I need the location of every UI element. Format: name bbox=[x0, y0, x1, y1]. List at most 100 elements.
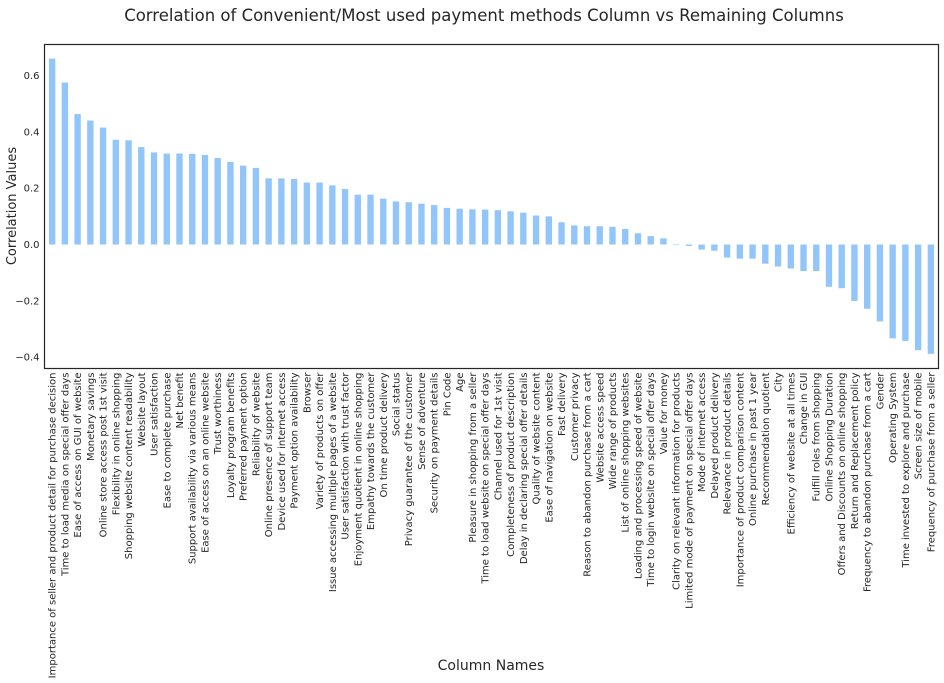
bar bbox=[99, 127, 107, 245]
bar bbox=[252, 167, 260, 245]
x-tick-label: Pin Code bbox=[442, 373, 453, 417]
x-tick-label: Delay in declaring special offer details bbox=[519, 373, 530, 565]
bar bbox=[851, 244, 858, 301]
y-tick-label: 0.6 bbox=[24, 71, 40, 82]
y-tick-label: −0.2 bbox=[15, 296, 39, 307]
x-tick-label: Gender bbox=[875, 372, 886, 410]
bar bbox=[443, 207, 451, 245]
x-tick-label: Issue accessing multiple pages of a webs… bbox=[328, 373, 339, 593]
bar bbox=[545, 216, 552, 245]
x-tick-label: Ease of access on an online website bbox=[200, 373, 211, 553]
bar bbox=[914, 244, 922, 351]
bar bbox=[163, 153, 170, 245]
bar bbox=[469, 209, 476, 245]
x-tick-label: Reason to abandon purchase from a cart bbox=[583, 372, 594, 576]
x-tick-label: Ease to complete purchase bbox=[162, 373, 173, 509]
bar bbox=[201, 154, 209, 245]
x-tick-label: List of online shopping websites bbox=[621, 373, 632, 533]
x-axis-label: Column Names bbox=[438, 658, 545, 674]
bar bbox=[265, 178, 272, 245]
bar bbox=[418, 203, 425, 245]
x-tick-label: Frequency to abandon purchase from a car… bbox=[863, 372, 874, 592]
x-tick-label: Preferred payment option bbox=[239, 373, 250, 501]
bar bbox=[341, 189, 349, 245]
bar bbox=[813, 244, 820, 272]
bar bbox=[431, 205, 438, 245]
y-tick-label: −0.4 bbox=[15, 353, 39, 364]
x-axis-ticks: Importance of seller and product detail … bbox=[48, 372, 938, 679]
x-tick-label: Browser bbox=[302, 372, 313, 413]
x-tick-label: Privacy guarantee of the customer bbox=[404, 372, 415, 547]
x-tick-label: Recommendation quotient bbox=[761, 372, 772, 505]
bar bbox=[380, 198, 387, 245]
x-tick-label: Time invested to explore and purchase bbox=[901, 373, 912, 569]
bar bbox=[227, 161, 234, 245]
x-tick-label: Customer privacy bbox=[570, 372, 581, 461]
x-tick-label: Device used for internet access bbox=[277, 373, 288, 531]
x-tick-label: Online store access post 1st visit bbox=[99, 372, 110, 537]
x-tick-label: Reliability of website bbox=[251, 373, 262, 477]
x-tick-label: Time to load media on special offer days bbox=[60, 373, 71, 578]
y-tick-label: 0.2 bbox=[24, 184, 40, 195]
x-tick-label: Ease of access on GUI of website bbox=[73, 373, 84, 538]
bar bbox=[303, 182, 311, 245]
bar bbox=[150, 152, 158, 245]
x-tick-label: Return and Replacement policy bbox=[850, 372, 861, 529]
x-tick-label: Pleasure in shopping from a seller bbox=[468, 372, 479, 543]
bar bbox=[112, 139, 119, 245]
bar bbox=[354, 194, 361, 245]
bar bbox=[278, 178, 285, 245]
x-tick-label: Security on payment details bbox=[430, 373, 441, 514]
x-tick-label: Website layout bbox=[137, 372, 148, 446]
x-tick-label: Limited mode of payment on special offer… bbox=[684, 373, 695, 609]
bar bbox=[520, 212, 527, 245]
x-tick-label: Online purchase in past 1 year bbox=[748, 372, 759, 526]
bar bbox=[609, 226, 616, 245]
bar bbox=[329, 185, 336, 245]
x-tick-label: Wide range of products bbox=[608, 373, 619, 490]
bar bbox=[367, 194, 374, 245]
x-tick-label: User satisfaction bbox=[150, 373, 161, 457]
x-tick-label: Support availability via various means bbox=[188, 373, 199, 565]
x-tick-label: Fast delivery bbox=[557, 372, 568, 436]
bar bbox=[189, 153, 196, 245]
x-tick-label: Relevance in product details bbox=[723, 373, 734, 515]
x-tick-label: User satisfaction with trust factor bbox=[341, 372, 352, 540]
x-tick-label: Net benefit bbox=[175, 372, 186, 428]
x-tick-label: Enjoyment quotient in online shopping bbox=[353, 373, 364, 567]
x-tick-label: Time to login website on special offer d… bbox=[646, 373, 657, 588]
bar bbox=[864, 244, 871, 309]
x-tick-label: Frequency of purchase from a seller bbox=[926, 372, 937, 553]
plot-frame bbox=[43, 43, 940, 370]
x-tick-label: City bbox=[774, 372, 785, 392]
x-tick-label: Social status bbox=[391, 373, 402, 437]
bar bbox=[838, 244, 845, 289]
x-tick-label: Variety of products on offer bbox=[315, 372, 326, 510]
bar bbox=[138, 147, 145, 245]
y-tick-label: 0.4 bbox=[24, 127, 40, 138]
x-tick-label: Importance of seller and product detail … bbox=[48, 373, 59, 679]
bar bbox=[685, 244, 693, 246]
bar bbox=[774, 244, 782, 267]
bar bbox=[876, 244, 884, 322]
x-tick-label: Value for money bbox=[659, 372, 670, 454]
x-tick-label: Completeness of product description bbox=[506, 373, 517, 557]
bar bbox=[711, 244, 718, 251]
bar bbox=[647, 236, 654, 245]
bar bbox=[660, 238, 667, 245]
x-tick-label: Channel used for 1st visit bbox=[493, 372, 504, 500]
bar bbox=[48, 58, 56, 245]
bar bbox=[825, 244, 833, 287]
bar bbox=[927, 244, 935, 354]
bar bbox=[456, 208, 463, 245]
bar bbox=[481, 209, 489, 245]
bar bbox=[749, 244, 756, 259]
x-tick-label: Sense of adventure bbox=[417, 373, 428, 470]
bar bbox=[214, 158, 221, 245]
bar bbox=[596, 226, 603, 245]
bar bbox=[889, 244, 896, 339]
x-tick-label: Age bbox=[455, 373, 466, 392]
bar bbox=[787, 244, 794, 269]
bar bbox=[571, 225, 578, 245]
